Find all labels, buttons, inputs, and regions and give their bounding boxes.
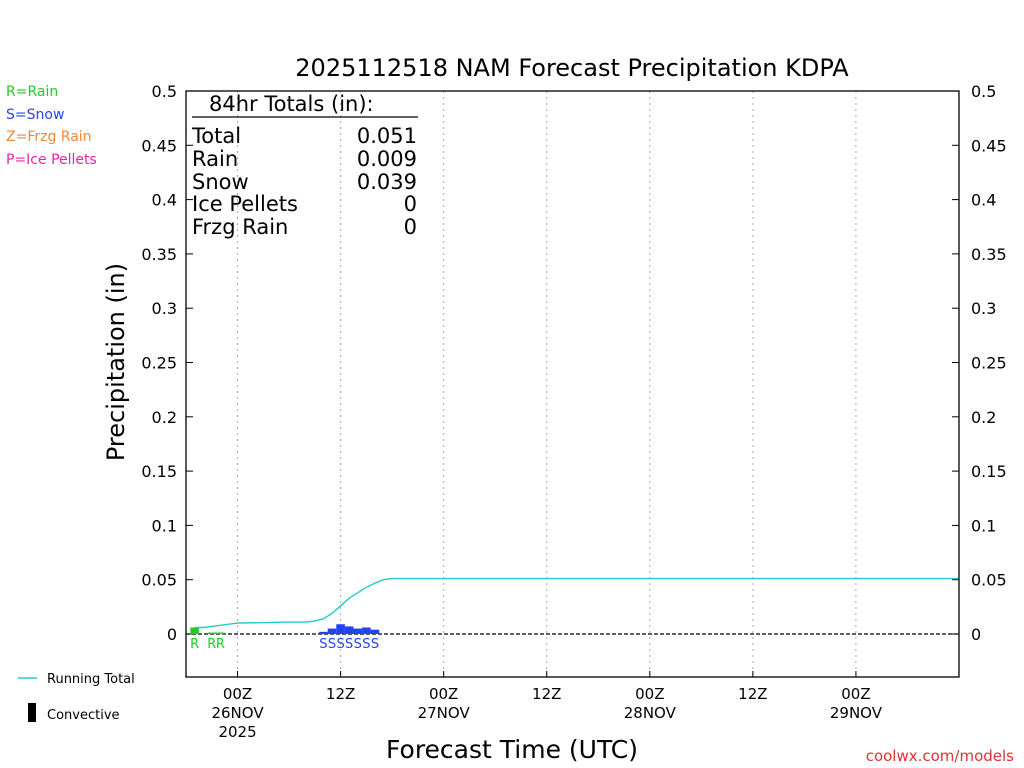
precip-marker-snow: S xyxy=(362,637,370,652)
precip-marker-rain: R xyxy=(190,637,199,652)
precip-marker-snow: S xyxy=(371,637,379,652)
y-tick-label-left: 0.45 xyxy=(141,136,177,155)
precip-marker-rain: R xyxy=(216,637,225,652)
y-tick-label-right: 0.25 xyxy=(971,354,1007,373)
precip-bar-snow xyxy=(370,629,380,634)
y-tick-label-right: 0.3 xyxy=(971,299,996,318)
precip-marker-snow: S xyxy=(354,637,362,652)
precip-marker-snow: S xyxy=(345,637,353,652)
precip-bar-snow xyxy=(327,628,337,634)
type-legend: R=Rain S=Snow Z=Frzg Rain P=Ice Pellets xyxy=(6,84,97,168)
totals-value-snow: 0.039 xyxy=(357,170,417,194)
convective-legend-swatch xyxy=(28,703,36,722)
x-tick-label: 2025 xyxy=(218,723,256,741)
legend-snow: S=Snow xyxy=(6,107,64,123)
x-axis-label: Forecast Time (UTC) xyxy=(386,735,638,764)
y-tick-label-right: 0.5 xyxy=(971,82,996,101)
totals-value-rain: 0.009 xyxy=(357,147,417,171)
y-tick-label-right: 0.2 xyxy=(971,408,996,427)
y-tick-labels-left: 0 0.05 0.1 0.15 0.2 0.25 0.3 0.35 0.4 0.45 0.5 xyxy=(141,82,177,644)
precip-bars xyxy=(190,624,380,634)
y-tick-label-right: 0.1 xyxy=(971,516,996,535)
running-total-legend-label: Running Total xyxy=(47,672,135,687)
y-tick-label-left: 0.05 xyxy=(141,571,177,590)
x-tick-label: 00Z xyxy=(429,685,458,703)
x-tick-label: 12Z xyxy=(326,685,355,703)
totals-label-total: Total xyxy=(191,124,241,148)
totals-value-total: 0.051 xyxy=(357,124,417,148)
y-tick-label-left: 0 xyxy=(167,625,177,644)
y-tick-label-right: 0.05 xyxy=(971,571,1007,590)
totals-value-ice-pellets: 0 xyxy=(404,192,417,216)
y-tick-label-right: 0.15 xyxy=(971,462,1007,481)
totals-label-snow: Snow xyxy=(192,170,249,194)
x-tick-label: 00Z xyxy=(841,685,870,703)
y-tick-label-left: 0.1 xyxy=(152,516,177,535)
totals-heading: 84hr Totals (in): xyxy=(209,92,374,116)
y-tick-label-left: 0.5 xyxy=(152,82,177,101)
precip-bar-rain xyxy=(190,627,199,634)
y-tick-label-left: 0.2 xyxy=(152,408,177,427)
precip-marker-snow: S xyxy=(328,637,336,652)
precip-marker-snow: S xyxy=(336,637,344,652)
y-tick-label-right: 0.35 xyxy=(971,245,1007,264)
y-tick-label-left: 0.4 xyxy=(152,191,177,210)
legend-ice-pellets: P=Ice Pellets xyxy=(6,152,97,168)
x-tick-label: 00Z xyxy=(223,685,252,703)
precip-marker-snow: S xyxy=(319,637,327,652)
x-tick-label: 26NOV xyxy=(211,704,264,722)
totals-label-frzg-rain: Frzg Rain xyxy=(192,215,288,239)
x-tick-label: 12Z xyxy=(532,685,561,703)
plot-frame xyxy=(185,90,960,678)
y-tick-label-right: 0 xyxy=(971,625,981,644)
x-tick-label: 27NOV xyxy=(418,704,471,722)
line-legend: Running Total Convective xyxy=(18,672,135,723)
totals-label-ice-pellets: Ice Pellets xyxy=(192,192,298,216)
precip-bar-snow xyxy=(362,627,371,634)
y-tick-label-left: 0.15 xyxy=(141,462,177,481)
totals-label-rain: Rain xyxy=(192,147,238,171)
precip-bar-snow xyxy=(344,626,354,634)
y-tick-label-right: 0.4 xyxy=(971,191,996,210)
chart-title: 2025112518 NAM Forecast Precipitation KD… xyxy=(295,54,849,82)
x-tick-label: 12Z xyxy=(738,685,767,703)
precip-bar-rain xyxy=(216,632,225,634)
credit-text: coolwx.com/models xyxy=(866,747,1014,765)
x-tick-label: 28NOV xyxy=(624,704,677,722)
precip-bar-snow xyxy=(336,624,345,634)
convective-legend-label: Convective xyxy=(47,708,120,723)
y-tick-label-right: 0.45 xyxy=(971,136,1007,155)
precip-marker-rain: R xyxy=(207,637,216,652)
x-tick-label: 00Z xyxy=(635,685,664,703)
x-tick-label: 29NOV xyxy=(830,704,883,722)
precip-bar-rain xyxy=(207,632,217,634)
y-tick-label-left: 0.3 xyxy=(152,299,177,318)
precip-bar-snow xyxy=(319,631,328,634)
y-axis-label: Precipitation (in) xyxy=(102,263,130,461)
totals-box: 84hr Totals (in): Total 0.051 Rain 0.009… xyxy=(191,92,418,239)
y-tick-labels-right: 0 0.05 0.1 0.15 0.2 0.25 0.3 0.35 0.4 0.45 0.5 xyxy=(971,82,1007,644)
y-tick-label-left: 0.35 xyxy=(141,245,177,264)
precip-bar-snow xyxy=(353,628,363,634)
totals-value-frzg-rain: 0 xyxy=(404,215,417,239)
grid-lines xyxy=(237,91,857,677)
legend-rain: R=Rain xyxy=(6,84,58,100)
legend-frzg-rain: Z=Frzg Rain xyxy=(6,129,92,145)
running-total-series xyxy=(194,577,959,629)
y-tick-label-left: 0.25 xyxy=(141,354,177,373)
